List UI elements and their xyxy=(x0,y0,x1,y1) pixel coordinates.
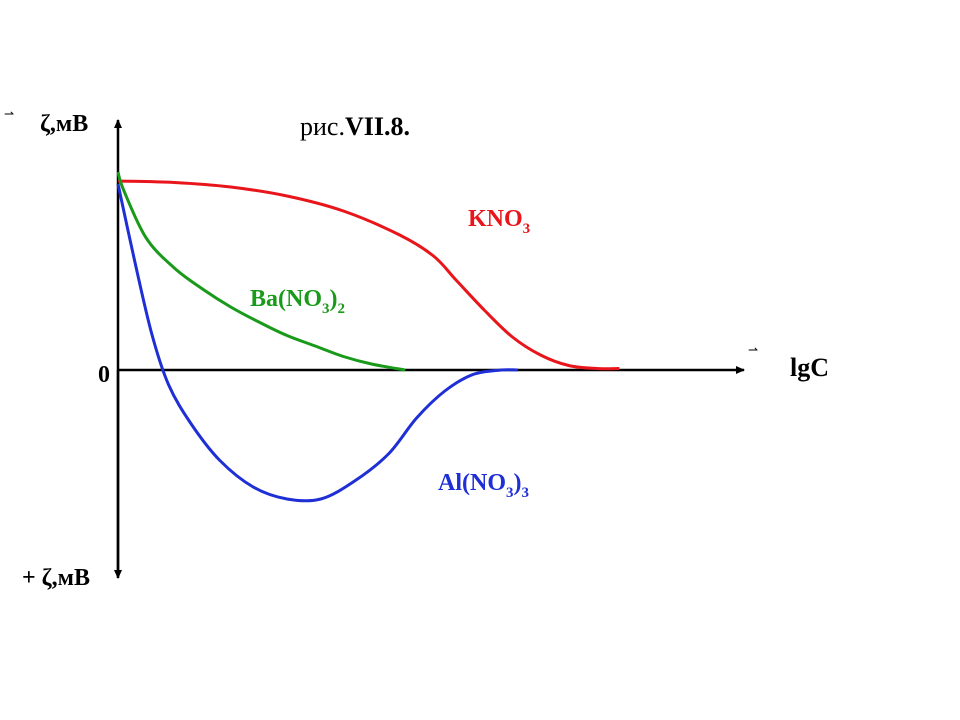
figure-caption-number: VII.8. xyxy=(345,112,410,141)
series-line-al-no3-3 xyxy=(116,183,519,503)
small-arrow-icon: ⇀ xyxy=(748,343,758,357)
series-label-al-no3-3: Al(NO3)3 xyxy=(438,470,529,501)
series-label-kno3: KNO3 xyxy=(468,206,530,237)
figure-caption-prefix: рис. xyxy=(300,112,345,141)
series-line-kno3 xyxy=(117,179,620,371)
origin-label: 0 xyxy=(98,362,110,388)
figure-caption: рис.VII.8. xyxy=(300,112,410,141)
x-axis-label: lgC xyxy=(790,353,829,382)
series-line-ba-no3-2 xyxy=(116,171,406,372)
series-label-ba-no3-2: Ba(NO3)2 xyxy=(250,286,345,317)
y-axis-bottom-label: + ζ,мВ xyxy=(22,565,90,591)
small-arrow-icon: ⇀ xyxy=(4,107,14,121)
y-axis-top-label: ζ,мВ xyxy=(40,111,88,137)
